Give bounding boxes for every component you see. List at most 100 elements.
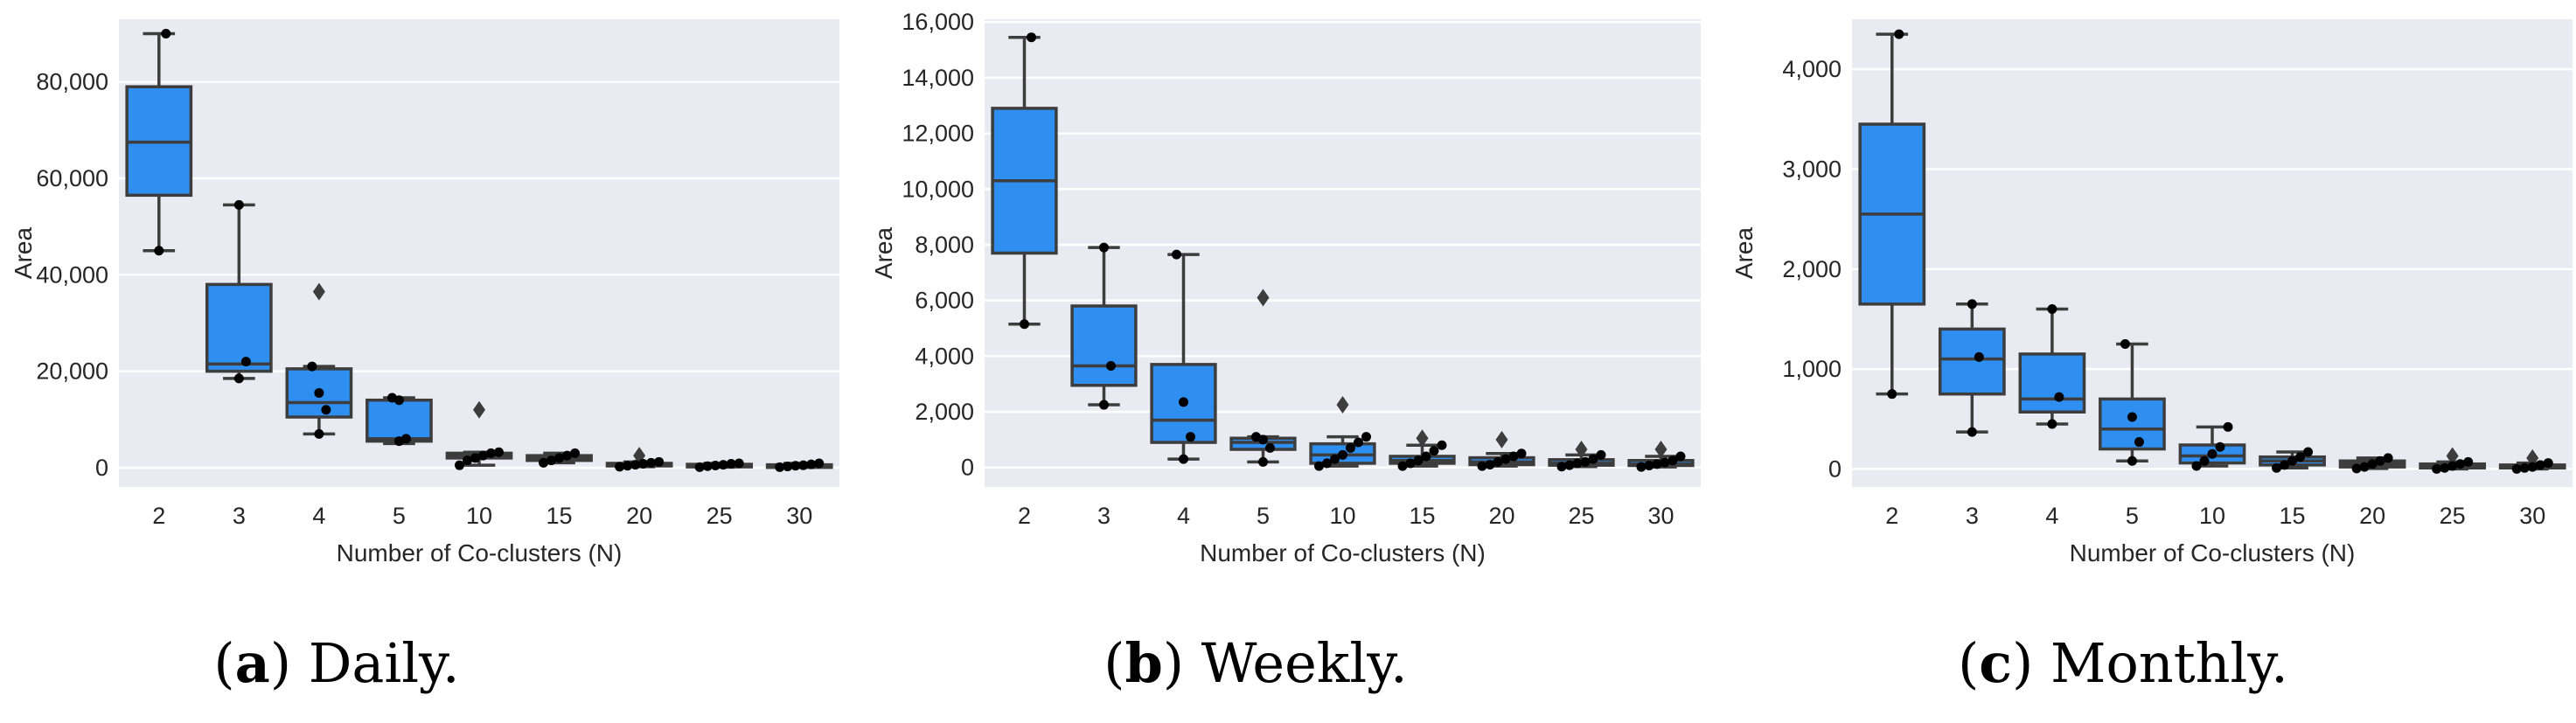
data-point — [1572, 458, 1583, 469]
data-point — [547, 455, 557, 466]
data-point — [1564, 460, 1575, 470]
data-point — [1429, 446, 1439, 456]
data-point — [470, 453, 480, 463]
data-point — [386, 393, 397, 403]
y-tick-label: 16,000 — [902, 9, 974, 35]
y-tick-label: 6,000 — [915, 288, 974, 314]
x-tick-label: 3 — [1966, 503, 1979, 529]
x-tick-label: 25 — [2440, 503, 2466, 529]
x-tick-label: 5 — [393, 503, 406, 529]
y-axis-label: Area — [1730, 227, 1758, 280]
x-tick-label: 10 — [466, 503, 492, 529]
data-point — [623, 461, 633, 471]
y-tick-label: 20,000 — [36, 358, 108, 385]
box-15 — [2259, 447, 2326, 473]
data-point — [455, 460, 464, 470]
data-point — [654, 456, 665, 467]
box-body — [1938, 327, 2006, 396]
data-point — [400, 434, 411, 444]
data-point — [2535, 460, 2545, 470]
box-body — [366, 398, 433, 443]
data-point — [726, 459, 736, 469]
caption-close-paren: ) — [1162, 631, 1185, 695]
data-point — [2120, 339, 2130, 350]
data-point — [718, 460, 728, 470]
box-5 — [1229, 289, 1297, 467]
data-point — [1675, 451, 1686, 462]
caption-letter: b — [1124, 631, 1163, 695]
caption-letter: a — [234, 631, 270, 695]
data-point — [1346, 442, 1355, 453]
data-point — [1251, 432, 1261, 442]
data-point — [1508, 451, 1519, 462]
y-tick-label: 14,000 — [902, 65, 974, 91]
outlier-marker — [2526, 448, 2539, 467]
x-tick-label: 20 — [1488, 503, 1514, 529]
data-point — [1027, 32, 1036, 43]
data-point — [1361, 432, 1371, 442]
data-point — [154, 246, 164, 256]
data-point — [1516, 448, 1527, 459]
data-point — [694, 462, 705, 472]
data-point — [1172, 249, 1181, 260]
outlier-marker — [473, 400, 485, 419]
data-point — [2127, 455, 2137, 466]
y-tick-label: 0 — [95, 455, 108, 481]
y-tick-label: 1,000 — [1782, 356, 1841, 382]
plot-background — [985, 19, 1701, 487]
x-tick-label: 20 — [2359, 503, 2385, 529]
data-point — [1485, 460, 1495, 470]
data-point — [240, 357, 251, 367]
data-point — [2047, 419, 2057, 429]
outlier-marker — [1416, 429, 1429, 448]
x-tick-label: 3 — [233, 503, 246, 529]
data-point — [314, 387, 324, 398]
data-point — [2272, 462, 2282, 473]
outlier-marker — [1495, 430, 1508, 448]
data-point — [1020, 319, 1029, 330]
caption-text: Daily. — [291, 631, 460, 695]
box-15 — [526, 448, 593, 468]
data-point — [307, 361, 317, 372]
data-point — [734, 458, 744, 469]
data-point — [783, 462, 793, 472]
box-2 — [991, 32, 1058, 330]
x-tick-label: 5 — [2126, 503, 2139, 529]
box-10 — [445, 400, 513, 470]
x-tick-label: 30 — [786, 503, 812, 529]
x-tick-label: 20 — [626, 503, 652, 529]
data-point — [1556, 462, 1567, 472]
data-point — [1652, 459, 1662, 469]
data-point — [2287, 455, 2298, 466]
data-point — [321, 405, 331, 415]
data-point — [1413, 455, 1424, 466]
box-30 — [1627, 441, 1695, 472]
data-point — [1265, 442, 1275, 453]
data-point — [2543, 458, 2553, 469]
data-point — [630, 460, 641, 470]
y-tick-label: 12,000 — [902, 121, 974, 147]
data-point — [1967, 299, 1977, 309]
data-point — [1974, 351, 1984, 362]
data-point — [2367, 459, 2378, 469]
data-point — [1493, 456, 1503, 467]
y-tick-label: 60,000 — [36, 165, 108, 191]
box-30 — [765, 458, 833, 472]
y-tick-label: 4,000 — [1782, 56, 1841, 82]
caption-open-paren: ( — [1958, 631, 1980, 695]
data-point — [2383, 453, 2393, 463]
chart-panel-a: 0 20,000 40,000 60,000 80,000 2 3 4 5 10 15 20 25 30 N… — [10, 19, 839, 567]
data-point — [494, 447, 504, 457]
data-point — [463, 455, 472, 466]
caption-letter: c — [1979, 631, 2013, 695]
x-tick-label: 4 — [2045, 503, 2058, 529]
x-tick-label: 15 — [547, 503, 573, 529]
data-point — [1397, 461, 1408, 471]
chart-panel-c: 0 1,000 2,000 3,000 4,000 2 3 4 5 10 15 20 25 30 Numbe… — [1730, 19, 2573, 567]
box-4 — [285, 282, 353, 439]
data-point — [1322, 458, 1332, 469]
data-point — [2215, 441, 2225, 452]
data-point — [702, 461, 713, 471]
data-point — [314, 428, 324, 439]
data-point — [814, 458, 825, 469]
